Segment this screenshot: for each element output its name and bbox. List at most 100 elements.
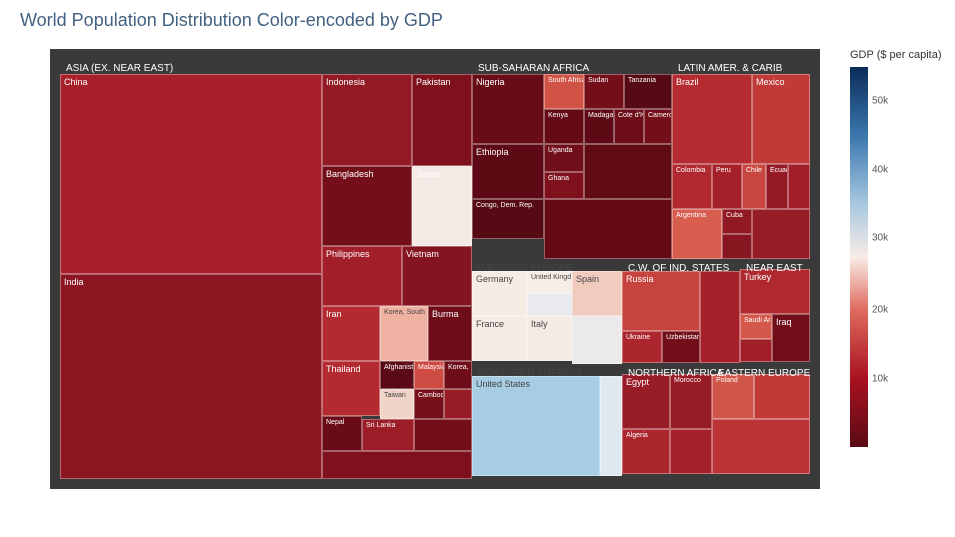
treemap-cell[interactable] xyxy=(572,316,622,364)
treemap-cell[interactable]: Congo, Dem. Rep. xyxy=(472,199,544,239)
cell-label: Ecuador xyxy=(767,165,787,176)
cell-label: Cambodia xyxy=(415,390,443,401)
treemap-cell[interactable] xyxy=(584,144,672,199)
cell-label: China xyxy=(61,75,91,89)
treemap-cell[interactable]: India xyxy=(60,274,322,479)
treemap-cell[interactable] xyxy=(544,199,672,259)
treemap-cell[interactable] xyxy=(322,451,472,479)
cell-label: Colombia xyxy=(673,165,709,176)
treemap-cell[interactable]: Taiwan xyxy=(380,389,414,419)
treemap: ASIA (EX. NEAR EAST)ChinaIndiaIndonesiaP… xyxy=(50,49,820,489)
treemap-cell[interactable] xyxy=(527,293,572,316)
treemap-cell[interactable]: Russia xyxy=(622,271,700,331)
cell-label: Tanzania xyxy=(625,75,659,86)
treemap-cell[interactable]: Colombia xyxy=(672,164,712,209)
legend-tick: 10k xyxy=(872,373,888,384)
treemap-cell[interactable] xyxy=(600,376,622,476)
treemap-cell[interactable]: Egypt xyxy=(622,374,670,429)
treemap-cell[interactable]: Pakistan xyxy=(412,74,472,166)
treemap-cell[interactable]: Peru xyxy=(712,164,742,209)
treemap-cell[interactable] xyxy=(722,234,752,259)
treemap-cell[interactable]: Germany xyxy=(472,271,527,316)
treemap-cell[interactable]: Argentina xyxy=(672,209,722,259)
treemap-cell[interactable]: Chile xyxy=(742,164,766,209)
legend-tick: 20k xyxy=(872,305,888,316)
treemap-cell[interactable]: Ecuador xyxy=(766,164,788,209)
cell-label: Indonesia xyxy=(323,75,368,89)
treemap-cell[interactable]: Nepal xyxy=(322,416,362,451)
treemap-cell[interactable]: Sudan xyxy=(584,74,624,109)
treemap-cell[interactable]: Thailand xyxy=(322,361,380,416)
treemap-cell[interactable] xyxy=(788,164,810,209)
treemap-cell[interactable]: Algeria xyxy=(622,429,670,474)
cell-label: Iran xyxy=(323,307,345,321)
treemap-cell[interactable]: China xyxy=(60,74,322,274)
treemap-cell[interactable]: Tanzania xyxy=(624,74,672,109)
cell-label: Ghana xyxy=(545,173,572,184)
cell-label: Sudan xyxy=(585,75,611,86)
treemap-cell[interactable]: Ethiopia xyxy=(472,144,544,199)
treemap-cell[interactable]: Cameroon xyxy=(644,109,672,144)
treemap-cell[interactable]: Burma xyxy=(428,306,472,361)
cell-label: Saudi Arabia xyxy=(741,315,771,326)
legend-title: GDP ($ per capita) xyxy=(850,49,920,61)
treemap-cell[interactable]: Cuba xyxy=(722,209,752,234)
treemap-cell[interactable]: Italy xyxy=(527,316,572,361)
cell-label: Cameroon xyxy=(645,110,671,121)
treemap-cell[interactable]: Iran xyxy=(322,306,380,361)
cell-label: Madagascar xyxy=(585,110,613,121)
cell-label: Congo, Dem. Rep. xyxy=(473,200,537,211)
cell-label: Uganda xyxy=(545,145,576,156)
region: EASTERN EUROPEPoland xyxy=(712,364,810,479)
treemap-cell[interactable]: Mexico xyxy=(752,74,810,164)
treemap-cell[interactable]: Korea, South xyxy=(380,306,428,361)
treemap-cell[interactable]: Uganda xyxy=(544,144,584,172)
treemap-cell[interactable]: Iraq xyxy=(772,314,810,362)
treemap-cell[interactable] xyxy=(712,419,810,474)
region: NEAR EASTTurkeySaudi ArabiaIraq xyxy=(740,259,810,364)
treemap-cell[interactable] xyxy=(414,419,472,451)
legend-tick: 40k xyxy=(872,164,888,175)
cell-label: Bangladesh xyxy=(323,167,377,181)
treemap-cell[interactable] xyxy=(752,209,810,259)
treemap-cell[interactable]: Sri Lanka xyxy=(362,419,414,451)
region: WESTERN EUROPEGermanyUnited KingdomSpain… xyxy=(472,259,622,364)
treemap-cell[interactable]: Kenya xyxy=(544,109,584,144)
treemap-cell[interactable]: Malaysia xyxy=(414,361,444,389)
treemap-cell[interactable]: Afghanistan xyxy=(380,361,414,389)
treemap-cell[interactable]: Uzbekistan xyxy=(662,331,700,363)
region: C.W. OF IND. STATESRussiaUkraineUzbekist… xyxy=(622,259,740,364)
treemap-cell[interactable] xyxy=(670,429,712,474)
treemap-cell[interactable]: Philippines xyxy=(322,246,402,306)
treemap-cell[interactable]: Nigeria xyxy=(472,74,544,144)
treemap-cell[interactable]: Morocco xyxy=(670,374,712,429)
treemap-cell[interactable]: France xyxy=(472,316,527,361)
treemap-cell[interactable] xyxy=(444,389,472,419)
treemap-cell[interactable]: Indonesia xyxy=(322,74,412,166)
cell-label: Taiwan xyxy=(381,390,409,401)
cell-label: Chile xyxy=(743,165,765,176)
treemap-cell[interactable] xyxy=(740,339,772,362)
treemap-cell[interactable]: Madagascar xyxy=(584,109,614,144)
region: LATIN AMER. & CARIBBrazilMexicoColombiaP… xyxy=(672,59,810,259)
treemap-cell[interactable]: Cambodia xyxy=(414,389,444,419)
treemap-cell[interactable]: South Africa xyxy=(544,74,584,109)
treemap-cell[interactable]: Saudi Arabia xyxy=(740,314,772,339)
treemap-cell[interactable]: Bangladesh xyxy=(322,166,412,246)
treemap-cell[interactable]: Ghana xyxy=(544,172,584,199)
cell-label: Peru xyxy=(713,165,734,176)
treemap-cell[interactable]: Cote d'Ivoire xyxy=(614,109,644,144)
region: ASIA (EX. NEAR EAST)ChinaIndiaIndonesiaP… xyxy=(60,59,472,479)
cell-label: France xyxy=(473,317,507,331)
treemap-cell[interactable]: Brazil xyxy=(672,74,752,164)
legend-gradient xyxy=(850,67,868,447)
cell-label: Cuba xyxy=(723,210,746,221)
treemap-cell[interactable]: Vietnam xyxy=(402,246,472,306)
chart-stage: ASIA (EX. NEAR EAST)ChinaIndiaIndonesiaP… xyxy=(0,49,955,489)
treemap-cell[interactable] xyxy=(700,271,740,363)
treemap-cell[interactable]: Spain xyxy=(572,271,622,316)
treemap-cell[interactable]: Ukraine xyxy=(622,331,662,363)
treemap-cell[interactable]: United States xyxy=(472,376,600,476)
treemap-cell[interactable]: Japan xyxy=(412,166,472,246)
treemap-cell[interactable]: Korea, North xyxy=(444,361,472,389)
